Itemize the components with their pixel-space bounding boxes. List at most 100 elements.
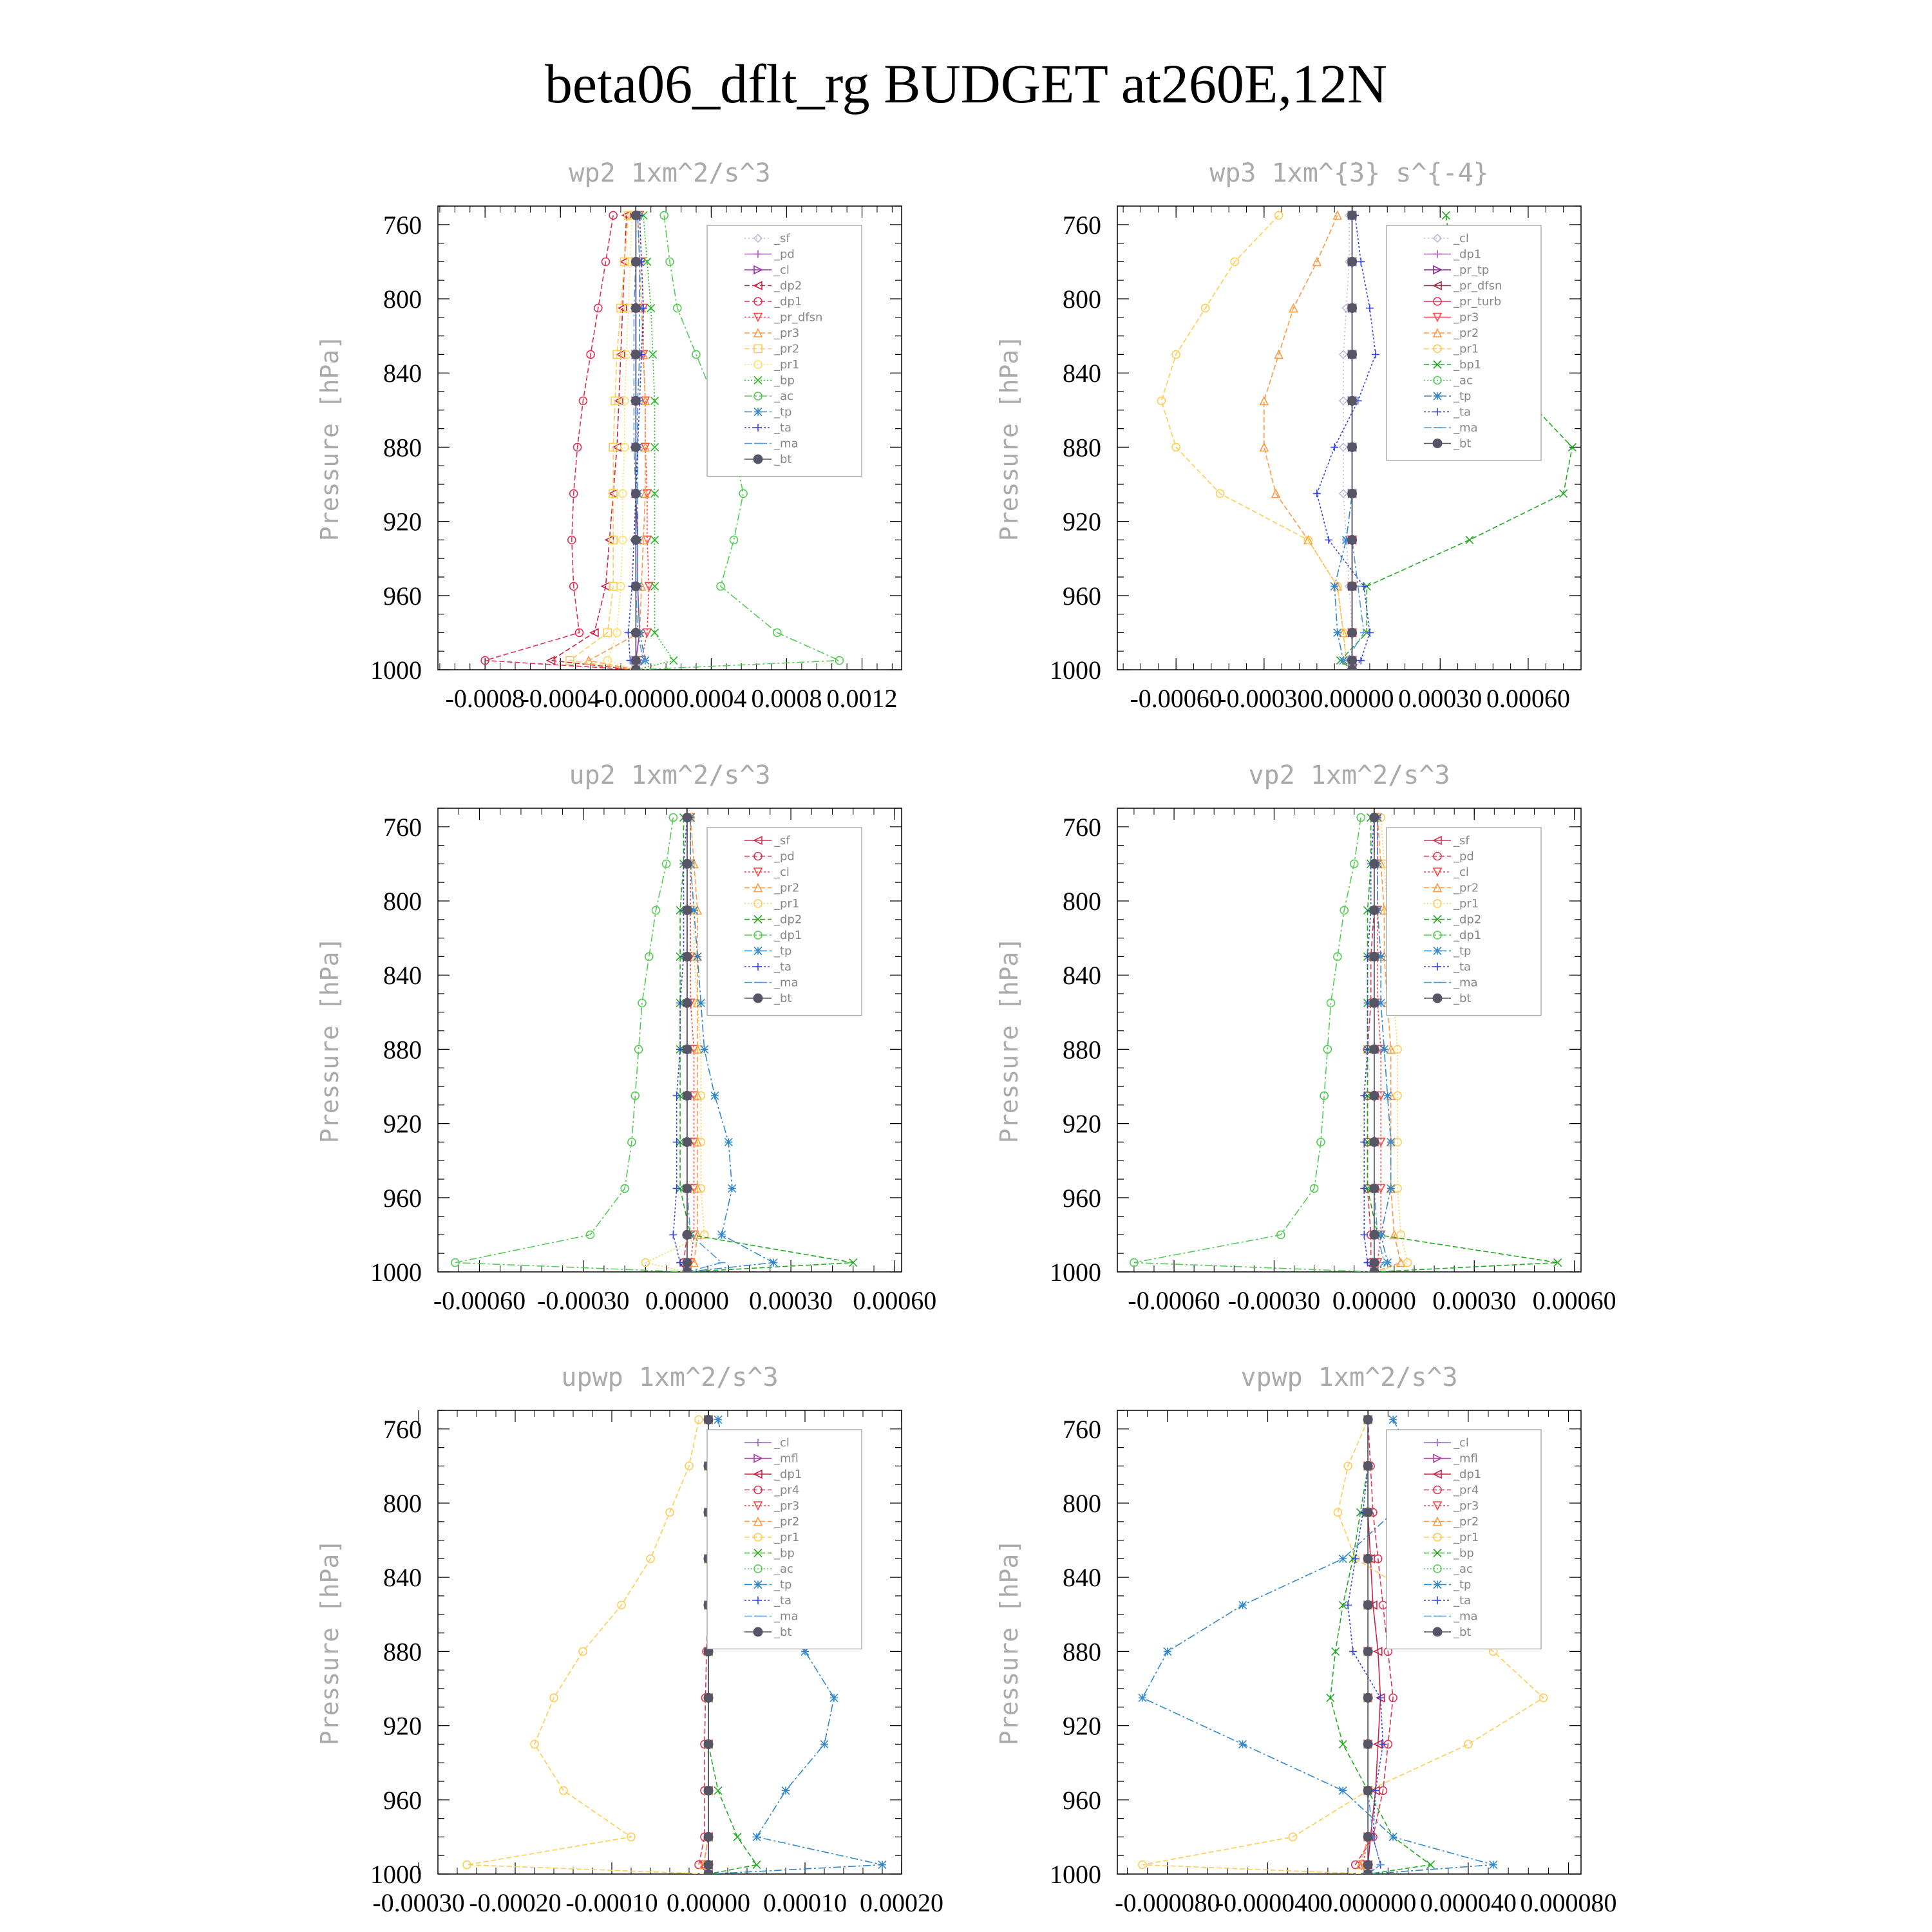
panel-title: up2 1xm^2/s^3 bbox=[569, 761, 770, 790]
legend-label: _ta bbox=[1453, 1594, 1471, 1607]
data-point-dp1 bbox=[1349, 859, 1359, 869]
data-point-bp1 bbox=[1465, 535, 1474, 544]
y-tick-label: 920 bbox=[383, 1110, 422, 1139]
data-point-bt bbox=[1347, 349, 1358, 359]
data-point-pr_dfsn bbox=[644, 582, 654, 592]
data-point-dp1 bbox=[569, 582, 578, 591]
data-point-ta bbox=[1376, 1694, 1385, 1702]
legend-marker bbox=[753, 931, 762, 940]
y-tick-label: 960 bbox=[1063, 1786, 1101, 1815]
series-line-pr1 bbox=[1160, 214, 1353, 670]
data-point-ta bbox=[1360, 1231, 1368, 1239]
data-point-dp1 bbox=[569, 489, 578, 498]
y-tick-label: 920 bbox=[1063, 1110, 1101, 1139]
legend-marker bbox=[753, 454, 763, 464]
data-point-dp1 bbox=[630, 1091, 640, 1101]
legend-marker bbox=[1432, 281, 1442, 290]
legend-label: _pr_dfsn bbox=[1453, 279, 1502, 293]
legend-label: _tp bbox=[773, 406, 791, 419]
data-point-bt bbox=[1369, 951, 1379, 961]
y-tick-label: 880 bbox=[1063, 433, 1101, 462]
data-point-pr1 bbox=[603, 656, 612, 665]
data-point-bt bbox=[682, 1090, 692, 1101]
data-point-ta bbox=[669, 1231, 677, 1239]
legend-marker bbox=[1432, 328, 1443, 337]
legend-label: _ac bbox=[1453, 1562, 1473, 1576]
x-tick-label: -0.0004 bbox=[521, 684, 600, 713]
y-tick-label: 760 bbox=[1063, 813, 1101, 842]
x-tick-label: -0.00020 bbox=[469, 1888, 561, 1917]
legend-marker bbox=[753, 297, 762, 306]
x-tick-label: -0.0000 bbox=[596, 684, 676, 713]
data-point-bp bbox=[647, 303, 656, 312]
data-point-tp bbox=[1379, 1045, 1388, 1054]
data-point-pr1 bbox=[665, 1508, 674, 1517]
data-point-pr2 bbox=[565, 656, 574, 665]
legend-marker bbox=[1433, 946, 1442, 956]
series-line-bp bbox=[636, 215, 675, 670]
x-tick-label: 0.000000 bbox=[1320, 1888, 1416, 1917]
panel-title: vpwp 1xm^2/s^3 bbox=[1240, 1363, 1457, 1392]
legend-marker bbox=[1433, 1580, 1442, 1589]
data-point-pr3 bbox=[583, 655, 594, 665]
y-tick-label: 800 bbox=[383, 285, 422, 314]
data-point-dp1 bbox=[593, 303, 603, 313]
x-tick-label: 0.00000 bbox=[1311, 684, 1394, 713]
x-tick-label: 0.00000 bbox=[1332, 1286, 1416, 1315]
data-point-bt bbox=[1369, 1229, 1379, 1240]
panel-title: upwp 1xm^2/s^3 bbox=[561, 1363, 778, 1392]
data-point-pr2 bbox=[692, 1229, 703, 1240]
data-point-bt bbox=[1363, 1414, 1373, 1425]
y-tick-label: 880 bbox=[383, 1637, 422, 1666]
series-line-ma bbox=[1345, 215, 1365, 670]
y-tick-label: 800 bbox=[1063, 887, 1101, 916]
legend-marker bbox=[753, 851, 762, 861]
legend-label: _pr1 bbox=[1453, 897, 1479, 911]
data-point-dp1 bbox=[573, 442, 582, 452]
data-point-pr1 bbox=[1215, 489, 1225, 498]
legend-label: _dp1 bbox=[773, 1468, 802, 1481]
data-point-dp1 bbox=[661, 859, 671, 869]
data-point-bp bbox=[650, 535, 659, 544]
data-point-tp bbox=[710, 1091, 719, 1100]
legend-marker bbox=[753, 1580, 762, 1589]
x-tick-label: -0.00010 bbox=[565, 1888, 658, 1917]
data-point-pr2 bbox=[1274, 349, 1283, 359]
data-point-tp bbox=[1388, 1832, 1397, 1841]
data-point-pr2 bbox=[1356, 1859, 1365, 1870]
y-tick-label: 800 bbox=[383, 1489, 422, 1518]
series-group bbox=[1157, 206, 1577, 670]
series-line-dp2 bbox=[549, 215, 636, 670]
legend-marker bbox=[753, 1516, 763, 1526]
data-point-dp1 bbox=[609, 211, 618, 220]
y-tick-label: 1000 bbox=[1050, 656, 1101, 685]
data-point-pr1 bbox=[1230, 257, 1240, 267]
legend-label: _tp bbox=[1453, 1578, 1471, 1592]
legend-marker bbox=[753, 899, 762, 908]
y-tick-label: 1000 bbox=[370, 1860, 422, 1889]
data-point-ta bbox=[1360, 1184, 1368, 1193]
data-point-bt bbox=[703, 1692, 714, 1703]
data-point-bt bbox=[630, 395, 641, 406]
legend-marker bbox=[754, 424, 762, 431]
data-point-pr2 bbox=[609, 442, 618, 452]
data-point-bt bbox=[682, 1183, 692, 1193]
legend-label: _pr3 bbox=[1453, 311, 1479, 325]
data-point-dp1 bbox=[1316, 1137, 1325, 1147]
data-point-bt bbox=[703, 1785, 714, 1795]
data-point-tp bbox=[1341, 535, 1351, 544]
data-point-dp1 bbox=[574, 628, 584, 638]
series-line-dp2 bbox=[1367, 817, 1558, 1272]
data-point-dp1 bbox=[634, 1045, 643, 1054]
legend-marker bbox=[1433, 914, 1442, 924]
y-tick-label: 760 bbox=[383, 1415, 422, 1444]
series-line-ta bbox=[1363, 817, 1375, 1272]
y-tick-label: 760 bbox=[1063, 211, 1101, 240]
data-point-ta bbox=[1360, 1138, 1368, 1146]
data-point-bp bbox=[1331, 1647, 1340, 1656]
legend-box bbox=[706, 225, 862, 477]
series-line-ma bbox=[1374, 817, 1385, 1272]
data-point-bp bbox=[649, 350, 658, 359]
data-point-pr1 bbox=[1396, 1230, 1406, 1240]
legend-label: _ma bbox=[773, 1610, 799, 1624]
